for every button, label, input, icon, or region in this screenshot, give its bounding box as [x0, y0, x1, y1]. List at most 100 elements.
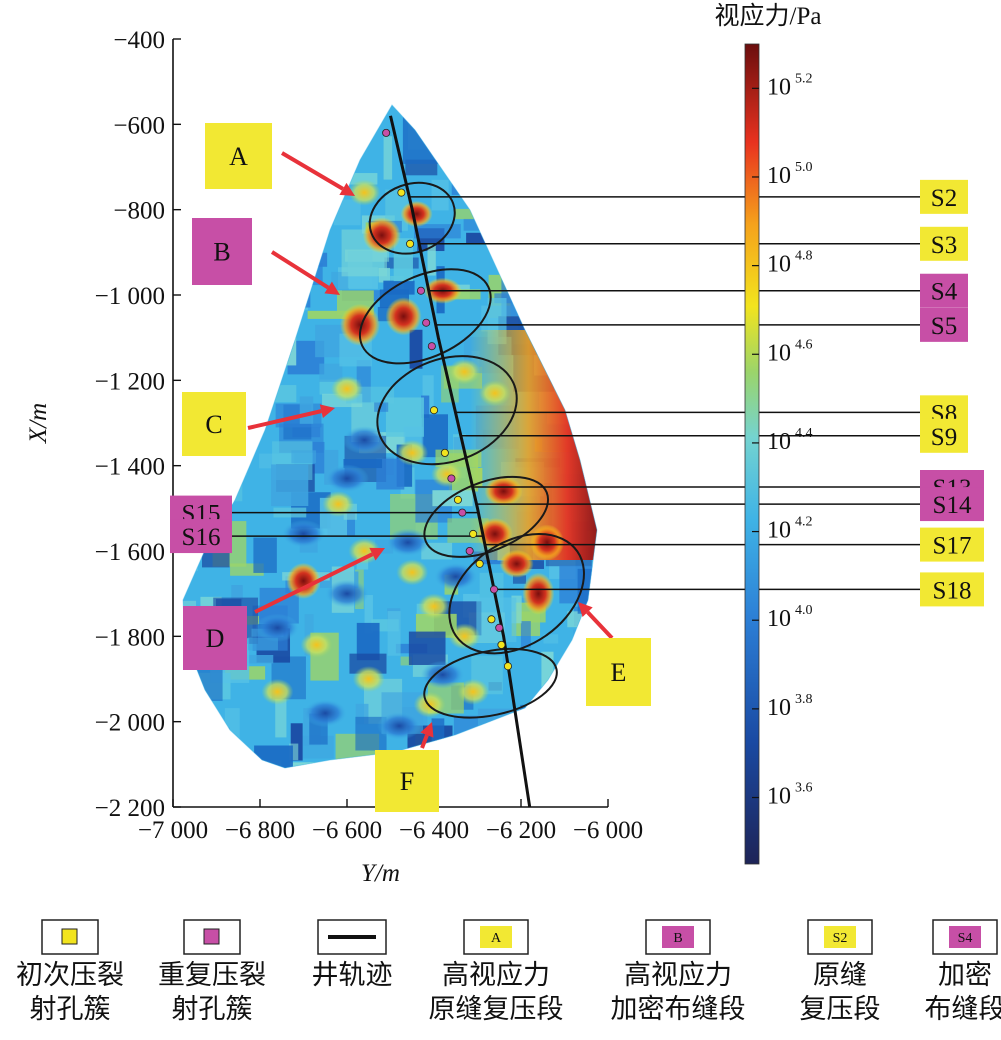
zone-tag-E — [586, 638, 651, 706]
stage-tag-label: S9 — [931, 424, 957, 451]
repeat-frac-cluster — [416, 286, 425, 295]
y-tick-label: −400 — [113, 27, 165, 54]
texture-block — [565, 253, 597, 294]
x-tick-label: −6 800 — [225, 817, 295, 844]
legend-text-line: 射孔簇 — [29, 994, 111, 1024]
colorbar-tick-base: 10 — [767, 784, 791, 810]
colorbar-title: 视应力/Pa — [715, 2, 822, 30]
stage-tag-S18 — [920, 572, 984, 607]
x-tick-label: −6 600 — [312, 817, 382, 844]
texture-block — [264, 321, 297, 366]
texture-block — [374, 402, 389, 412]
legend-text-line: 加密 — [938, 960, 992, 990]
texture-block — [459, 163, 487, 194]
texture-block — [564, 142, 597, 165]
arrow-D — [254, 552, 374, 614]
first-frac-cluster — [503, 662, 512, 671]
colorbar-tick-exponent: 3.8 — [795, 692, 813, 707]
low-stress-spot — [325, 464, 369, 493]
texture-block — [491, 759, 537, 768]
texture-block — [521, 145, 569, 158]
stage-tag-label: S16 — [182, 524, 221, 551]
zone-arrows — [247, 151, 614, 749]
legend-text: 加密 布缝段 — [895, 958, 1001, 1026]
stage-tag-S5 — [920, 307, 968, 342]
stage-tag-S3 — [920, 226, 968, 261]
texture-block — [291, 450, 317, 464]
stage-tag-label: S3 — [931, 232, 957, 259]
texture-block — [367, 105, 376, 130]
high-stress-spot — [340, 303, 381, 346]
colorbar-tick-base: 10 — [767, 518, 791, 544]
arrow-head-B — [324, 281, 340, 295]
medium-stress-spot — [448, 358, 481, 385]
stage-lines — [232, 196, 920, 591]
low-stress-spot — [377, 711, 422, 740]
texture-block — [455, 125, 466, 169]
texture-block — [579, 128, 597, 176]
stage-tags: S2S3S4S5S8S9S13S14S15S16S17S18 — [170, 179, 984, 607]
zone-tag-F — [375, 750, 439, 812]
texture-block — [475, 155, 488, 178]
legend-text-line: 布缝段 — [924, 994, 1001, 1024]
colorbar-tick-exponent: 4.2 — [795, 515, 813, 530]
colorbar-tick-exponent: 5.2 — [795, 71, 813, 86]
legend-item-stageS4: S4 加密 布缝段 — [895, 918, 1001, 1026]
texture-block — [283, 173, 300, 208]
arrow-head-D — [369, 547, 385, 561]
texture-block — [540, 283, 577, 323]
texture-block — [183, 600, 197, 609]
texture-block — [312, 252, 328, 267]
texture-block — [299, 769, 308, 784]
texture-block — [459, 734, 479, 761]
texture-block — [520, 621, 531, 648]
stage-tag-label: S5 — [931, 313, 957, 340]
texture-block — [525, 560, 545, 569]
legend-item-zoneA: A 高视应力 原缝复压段 — [426, 918, 566, 1026]
repeat-frac-cluster — [495, 623, 504, 632]
legend-text: 重复压裂 射孔簇 — [142, 958, 282, 1026]
texture-block — [232, 356, 272, 396]
texture-block — [268, 334, 281, 378]
magenta-tag-icon: S4 — [895, 918, 1001, 956]
texture-block — [576, 226, 590, 253]
black-line-icon — [282, 918, 422, 956]
zone-tag-B — [192, 218, 252, 285]
first-frac-cluster — [497, 640, 506, 649]
texture-block — [475, 110, 514, 126]
y-tick-label: −2 200 — [95, 795, 165, 822]
texture-block — [528, 766, 544, 768]
arrow-head-F — [420, 722, 434, 738]
texture-block — [350, 107, 374, 120]
stage-tag-S14 — [920, 487, 984, 522]
arrow-head-C — [319, 404, 335, 418]
repeat-frac-cluster — [458, 508, 467, 517]
legend-text-line: 原缝复压段 — [428, 994, 564, 1024]
legend-item-repeat: 重复压裂 射孔簇 — [142, 918, 282, 1026]
x-tick-label: −6 400 — [399, 817, 469, 844]
arrow-F — [420, 734, 429, 749]
texture-block — [427, 243, 436, 276]
texture-block — [503, 271, 530, 290]
texture-block — [275, 692, 287, 738]
texture-block — [211, 194, 244, 219]
texture-block — [321, 112, 335, 151]
texture-block — [409, 329, 423, 369]
texture-block — [289, 762, 317, 768]
legend-text-line: 高视应力 — [624, 960, 732, 990]
colorbar-tick-base: 10 — [767, 163, 791, 189]
texture-block — [588, 413, 597, 431]
high-stress-spot — [400, 200, 433, 227]
legend-item-stageS2: S2 原缝 复压段 — [770, 918, 910, 1026]
texture-block — [343, 459, 383, 469]
zone-ellipse-A — [368, 181, 456, 255]
high-stress-spot — [286, 562, 321, 599]
y-tick-label: −2 000 — [95, 710, 165, 737]
colorbar-tick-base: 10 — [767, 606, 791, 632]
high-stress-spot — [385, 297, 422, 336]
texture-block — [200, 596, 222, 606]
colorbar-tick-exponent: 5.0 — [795, 160, 813, 175]
texture-block — [519, 263, 532, 274]
zone-tag-label: F — [400, 767, 414, 796]
texture-block — [431, 179, 449, 211]
